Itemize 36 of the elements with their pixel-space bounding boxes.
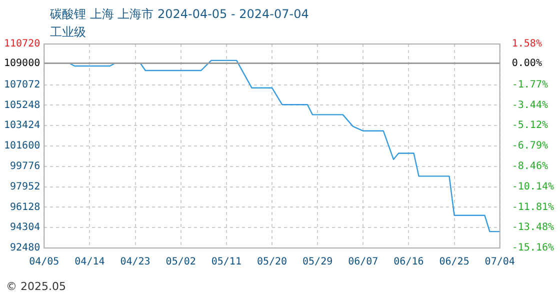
x-tick-label: 05/11 <box>211 256 242 268</box>
y-tick-label: 103424 <box>4 120 40 132</box>
text: © 2025.05 <box>6 280 66 293</box>
y2-tick-label: -13.48% <box>512 222 554 234</box>
y2-tick-label: -3.44% <box>512 100 548 111</box>
x-tick-label: 04/14 <box>74 256 105 268</box>
chart-subtitle: 工业级 <box>50 24 86 41</box>
x-tick-label: 05/02 <box>166 256 196 268</box>
y2-tick-label: -15.16% <box>512 242 554 254</box>
y2-tick-label: -5.12% <box>512 120 548 132</box>
y-tick-label: 101600 <box>4 140 40 152</box>
chart-title: 碳酸锂 上海 上海市 2024-04-05 - 2024-07-04 <box>50 6 309 23</box>
y-tick-label: 92480 <box>10 242 40 254</box>
y2-tick-label: -1.77% <box>512 79 548 90</box>
y-tick-label: 99776 <box>10 160 40 172</box>
x-tick-label: 06/16 <box>394 256 424 268</box>
y-tick-label: 109000 <box>4 58 40 69</box>
y-tick-label: 97952 <box>10 181 40 192</box>
y-tick-label: 105248 <box>4 100 40 111</box>
x-tick-label: 05/20 <box>256 256 288 268</box>
y-tick-label: 94304 <box>10 222 40 234</box>
y2-tick-label: -10.14% <box>512 181 554 192</box>
y2-tick-label: -11.81% <box>512 202 554 213</box>
y-tick-label: 96128 <box>10 202 40 213</box>
x-tick-label: 07/04 <box>484 256 515 268</box>
y2-tick-label: -8.46% <box>512 160 548 172</box>
x-tick-label: 05/29 <box>302 256 333 268</box>
y-tick-label: 110720 <box>4 38 40 50</box>
x-tick-label: 06/25 <box>439 256 470 268</box>
y2-tick-label: -6.79% <box>512 140 548 152</box>
y2-tick-label: 1.58% <box>512 38 542 50</box>
x-tick-label: 04/23 <box>120 256 150 268</box>
x-tick-label: 04/05 <box>29 256 60 268</box>
y-tick-label: 107072 <box>4 79 40 90</box>
x-tick-label: 06/07 <box>348 256 378 268</box>
y2-tick-label: 0.00% <box>512 58 542 69</box>
